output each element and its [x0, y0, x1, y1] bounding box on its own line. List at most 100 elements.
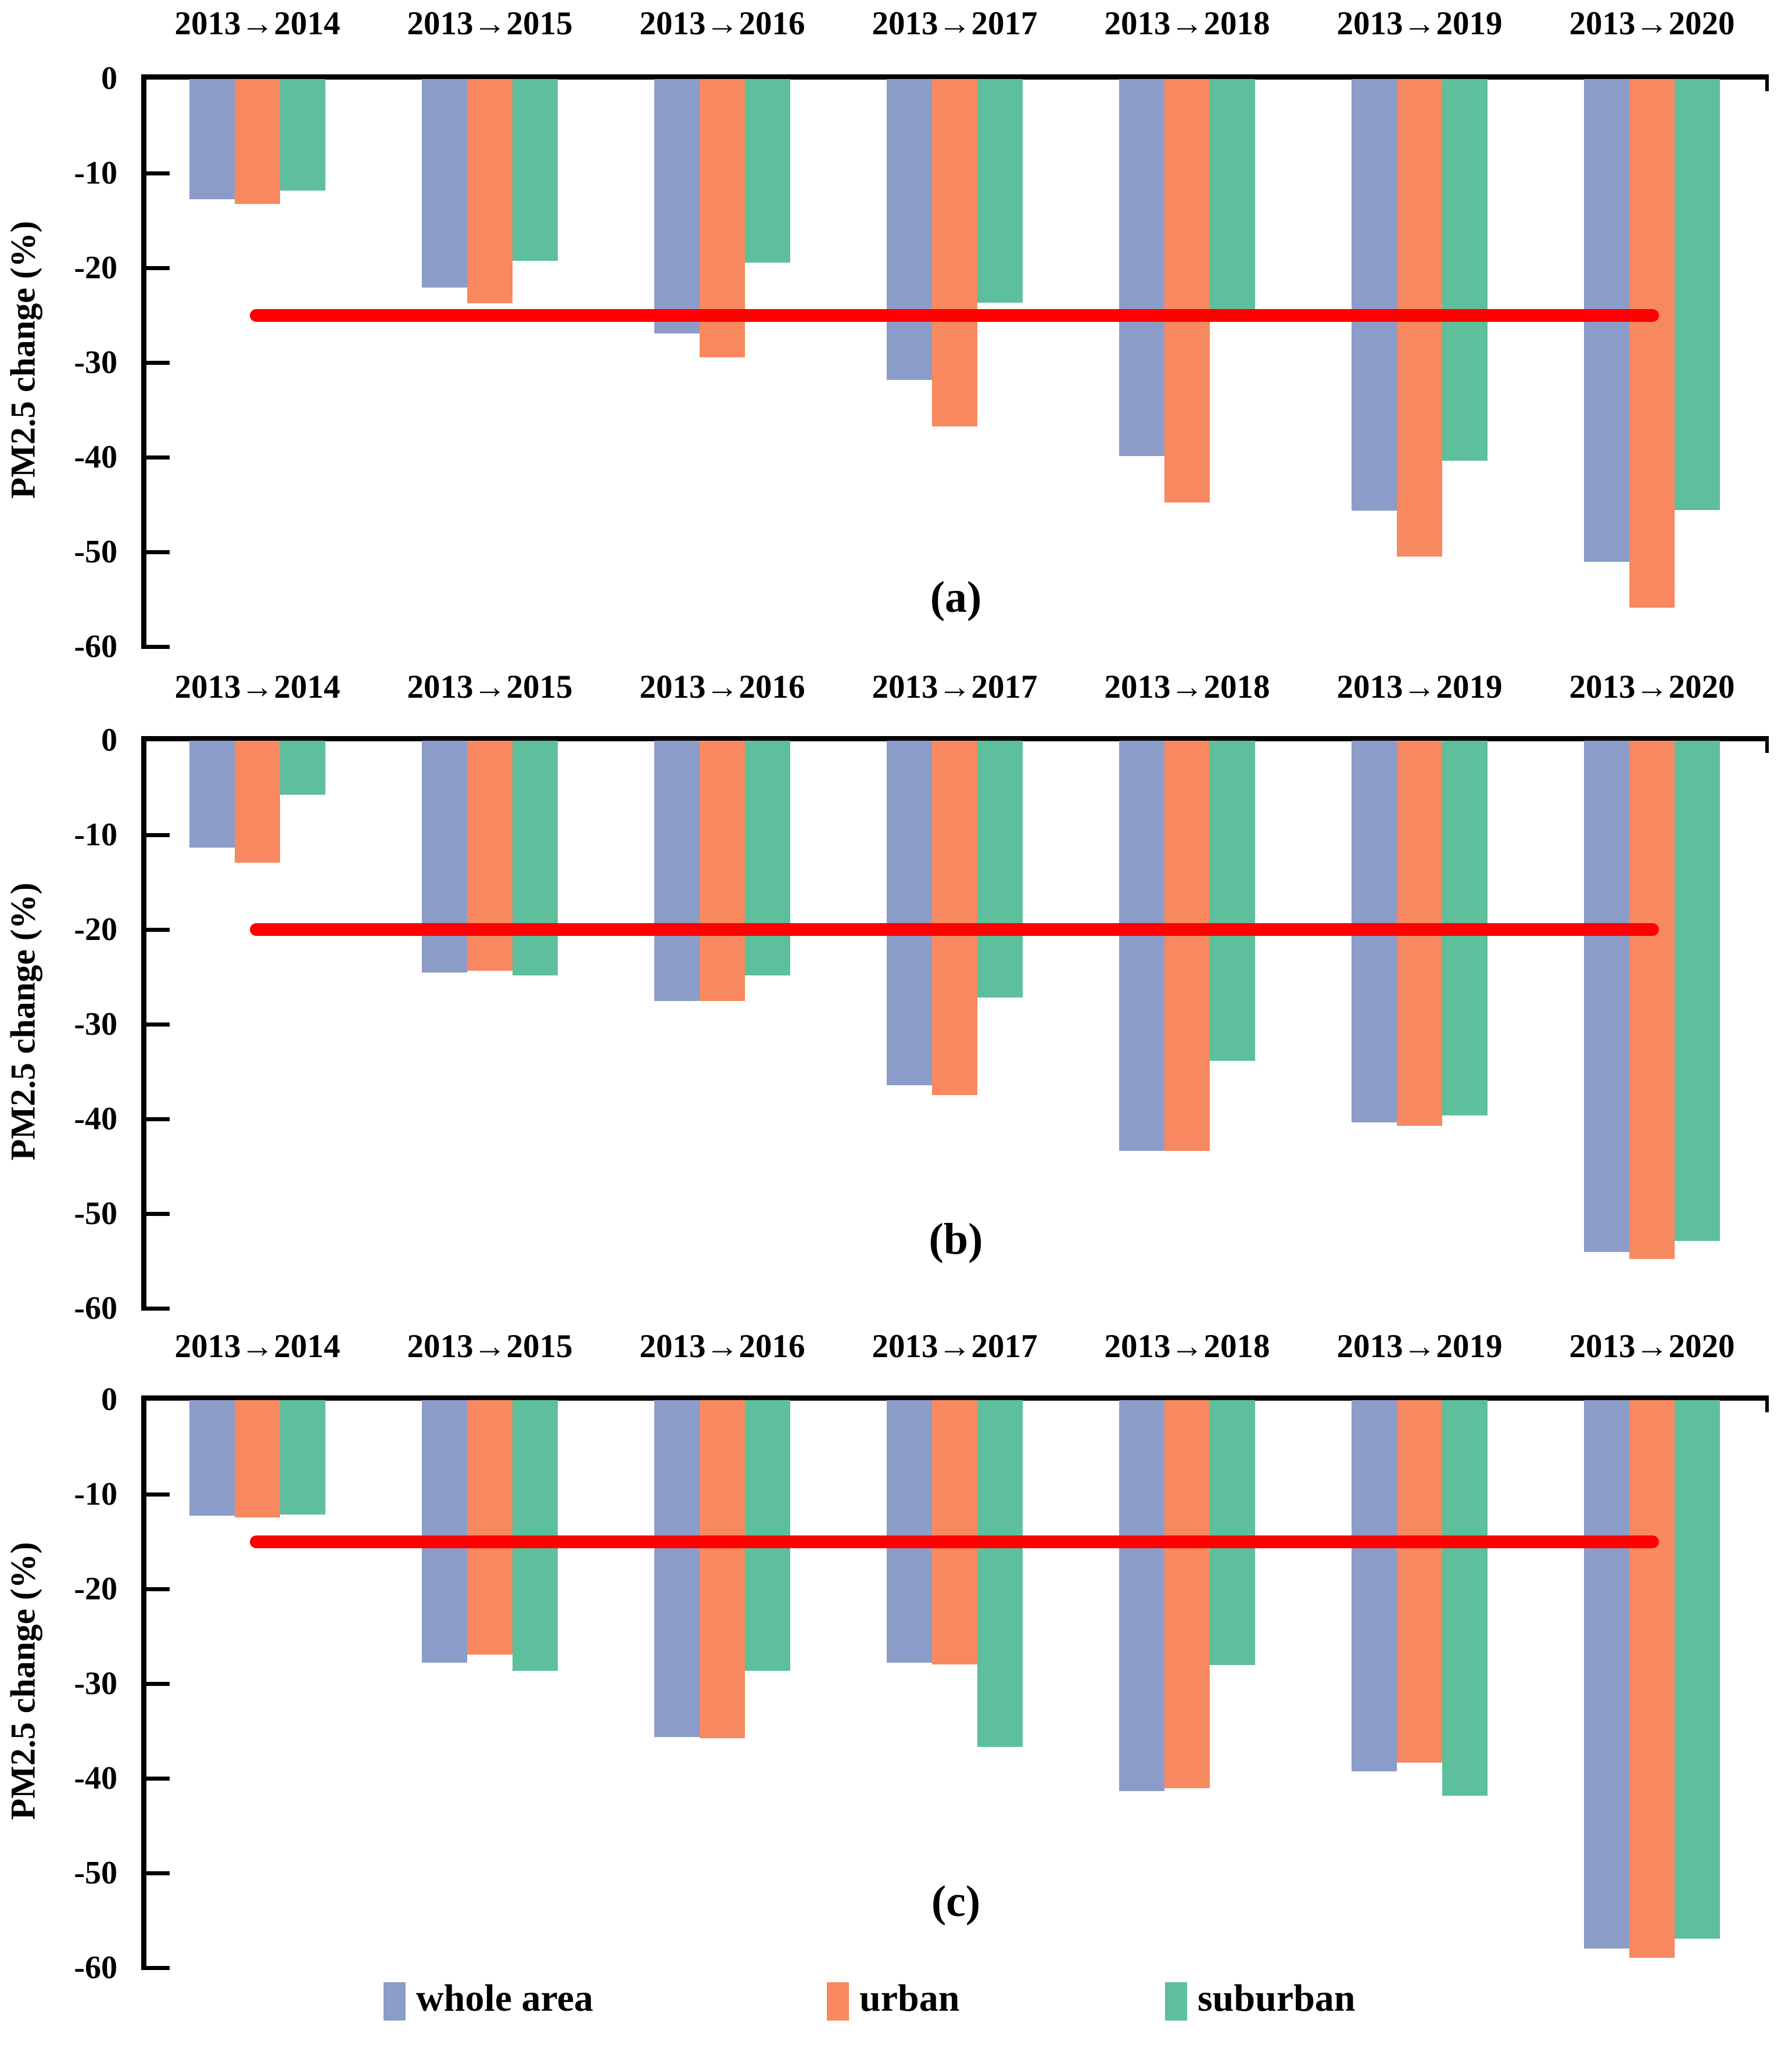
category-label: 2013→2018 [1104, 669, 1270, 705]
bar-whole-area [422, 741, 467, 973]
reference-line [250, 1535, 1659, 1548]
bar-suburban [1675, 79, 1720, 510]
bar-suburban [977, 79, 1023, 303]
y-axis-tick [146, 1587, 170, 1591]
bar-urban [1164, 741, 1210, 1151]
bar-urban [235, 79, 280, 204]
y-tick-label: -50 [74, 534, 117, 570]
reference-line [250, 308, 1659, 322]
y-axis-tick [146, 1681, 170, 1686]
bar-suburban [1210, 1400, 1255, 1666]
y-tick-label: -20 [74, 1571, 117, 1607]
y-axis-title: PM2.5 change (%) [3, 882, 42, 1161]
x-axis-line [143, 74, 1769, 80]
panel-letter: (b) [929, 1215, 983, 1264]
category-label: 2013→2017 [872, 5, 1038, 42]
category-label: 2013→2014 [174, 1328, 341, 1365]
legend-label: urban [859, 1977, 960, 2019]
y-axis-tick [146, 644, 170, 649]
bar-whole-area [887, 741, 932, 1086]
legend: whole area urban suburban [0, 1973, 1792, 2048]
category-label: 2013→2020 [1569, 1328, 1735, 1365]
legend-swatch-urban [827, 1982, 849, 2021]
bar-suburban [745, 741, 790, 976]
y-axis-tick [146, 1776, 170, 1781]
y-axis-line [141, 736, 146, 1311]
bar-suburban [1210, 741, 1255, 1061]
bar-suburban [1675, 1400, 1720, 1939]
bar-whole-area [1584, 741, 1629, 1253]
y-axis-line [141, 74, 146, 649]
category-label: 2013→2019 [1336, 669, 1503, 705]
y-axis-tick [146, 1871, 170, 1875]
category-label: 2013→2016 [639, 5, 805, 42]
x-axis-endcap-tick [1765, 740, 1769, 753]
y-axis-tick [146, 1492, 170, 1497]
y-axis-tick [146, 1022, 170, 1027]
y-axis-title: PM2.5 change (%) [3, 221, 42, 499]
x-axis-line [143, 736, 1769, 741]
reference-line [250, 923, 1659, 936]
bar-suburban [280, 741, 325, 795]
y-axis-tick [146, 455, 170, 460]
y-axis-tick [146, 171, 170, 175]
y-tick-label: -30 [74, 1666, 117, 1702]
bar-whole-area [189, 79, 235, 199]
bar-urban [700, 741, 745, 1002]
y-axis-tick [146, 1117, 170, 1121]
bar-urban [932, 1400, 977, 1664]
y-axis-tick [146, 550, 170, 554]
bar-whole-area [887, 79, 932, 381]
y-axis-title: PM2.5 change (%) [3, 1542, 42, 1820]
category-label: 2013→2016 [639, 1328, 805, 1365]
category-label: 2013→2019 [1336, 1328, 1503, 1365]
y-axis-line [141, 1395, 146, 1970]
category-label: 2013→2016 [639, 669, 805, 705]
x-axis-endcap-tick [1765, 1400, 1769, 1412]
y-tick-label: 0 [101, 60, 117, 96]
y-axis-tick [146, 927, 170, 932]
bar-suburban [1675, 741, 1720, 1241]
bar-urban [235, 741, 280, 863]
y-tick-label: -30 [74, 345, 117, 381]
y-tick-label: 0 [101, 722, 117, 758]
bar-urban [1629, 741, 1675, 1259]
category-label: 2013→2020 [1569, 5, 1735, 42]
bar-suburban [1442, 79, 1488, 461]
y-axis-tick [146, 1965, 170, 1970]
y-tick-label: -10 [74, 155, 117, 191]
bar-whole-area [1119, 741, 1164, 1151]
bar-suburban [280, 79, 325, 191]
legend-swatch-suburban [1165, 1982, 1187, 2021]
x-axis-line [143, 1395, 1769, 1401]
category-label: 2013→2015 [407, 1328, 573, 1365]
y-tick-label: -10 [74, 1476, 117, 1512]
category-label: 2013→2019 [1336, 5, 1503, 42]
y-tick-label: -40 [74, 1101, 117, 1137]
category-label: 2013→2017 [872, 1328, 1038, 1365]
y-axis-tick [146, 360, 170, 365]
bar-whole-area [189, 1400, 235, 1516]
category-label: 2013→2015 [407, 5, 573, 42]
bar-urban [467, 1400, 512, 1655]
y-axis-tick [146, 833, 170, 837]
bar-suburban [1442, 1400, 1488, 1796]
legend-label: whole area [416, 1977, 593, 2019]
bar-whole-area [887, 1400, 932, 1663]
y-tick-label: -60 [74, 1290, 117, 1326]
bar-suburban [745, 79, 790, 263]
bar-urban [235, 1400, 280, 1518]
y-axis-tick [146, 1306, 170, 1311]
bar-whole-area [1119, 79, 1164, 456]
y-tick-label: -60 [74, 629, 117, 665]
bar-urban [932, 741, 977, 1095]
bar-urban [1164, 79, 1210, 503]
category-label: 2013→2020 [1569, 669, 1735, 705]
bar-urban [1629, 79, 1675, 608]
y-tick-label: -50 [74, 1196, 117, 1232]
bar-whole-area [1119, 1400, 1164, 1792]
bar-whole-area [1584, 1400, 1629, 1949]
category-label: 2013→2014 [174, 5, 341, 42]
category-label: 2013→2018 [1104, 5, 1270, 42]
